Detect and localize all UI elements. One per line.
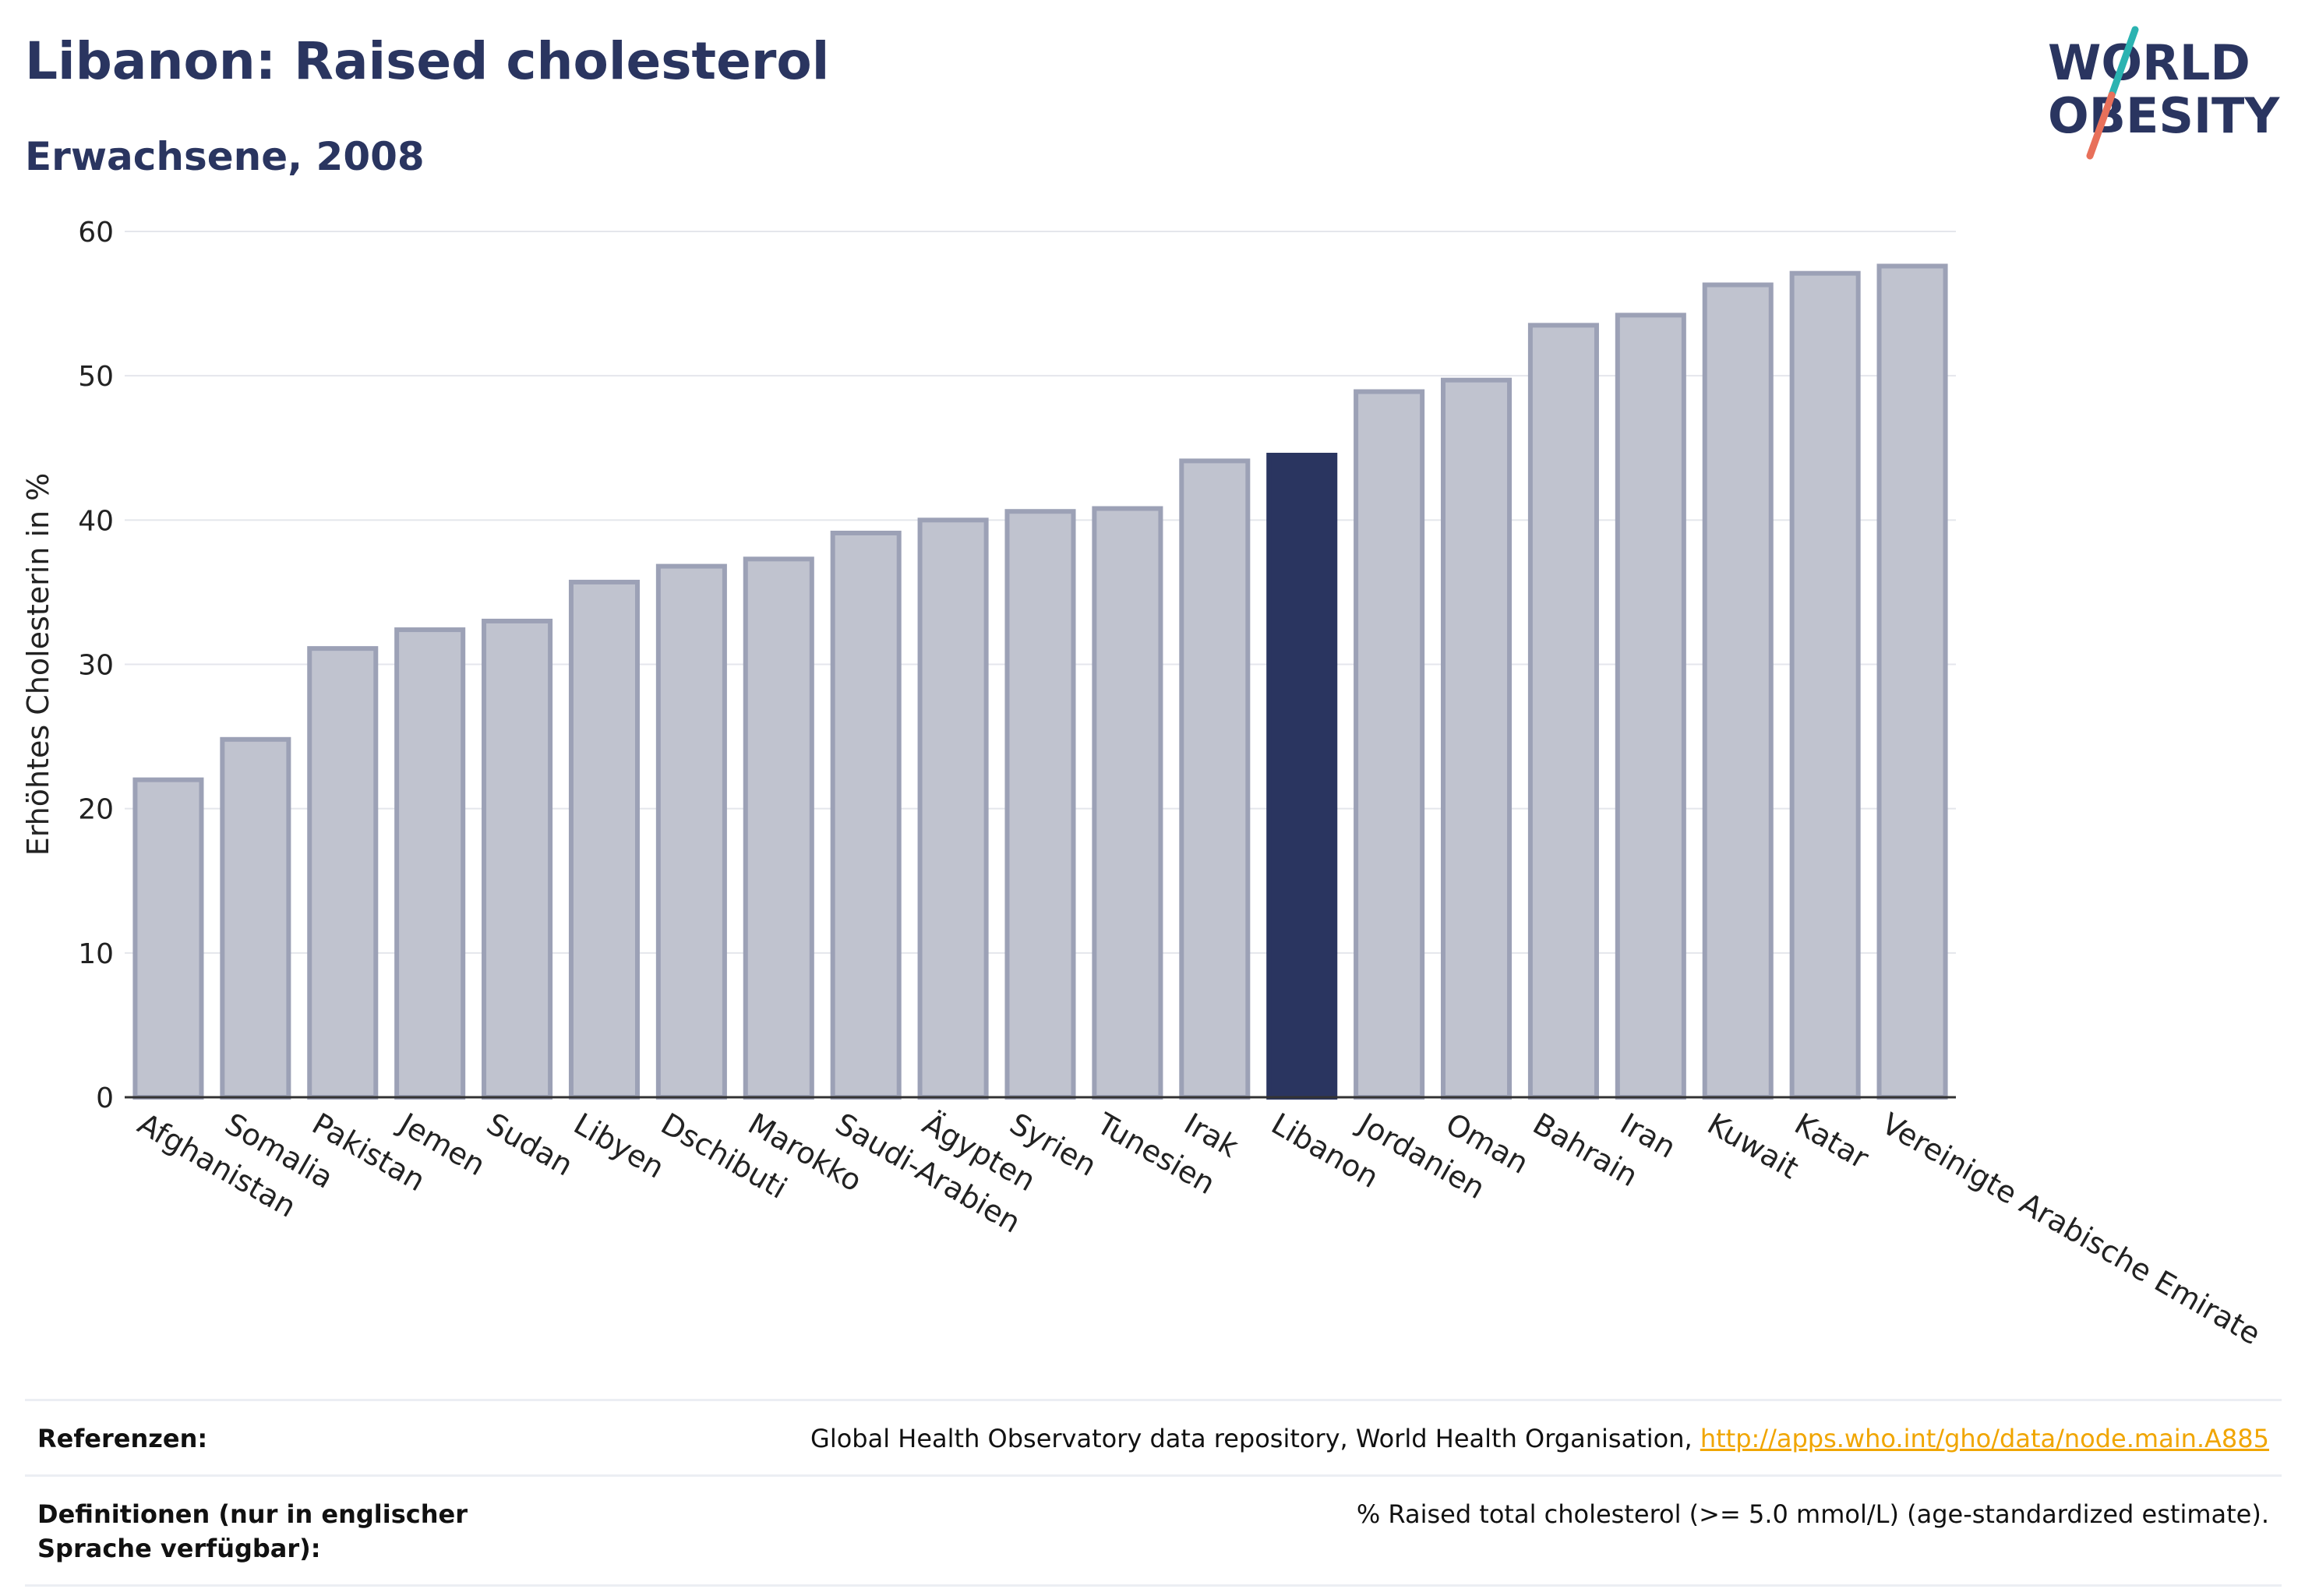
bar [1441, 377, 1513, 1100]
bars [132, 263, 1948, 1100]
references-value: Global Health Observatory data repositor… [583, 1421, 2269, 1456]
y-tick-label: 50 [78, 361, 114, 393]
bar [1789, 270, 1861, 1100]
references-text: Global Health Observatory data repositor… [810, 1424, 1700, 1453]
logo-word-world: WORLD [2048, 34, 2250, 91]
references-label: Referenzen: [37, 1424, 208, 1453]
bar [743, 556, 814, 1100]
bar [394, 627, 466, 1100]
bar [830, 530, 902, 1100]
footer: Referenzen: Global Health Observatory da… [25, 1399, 2282, 1587]
references-link[interactable]: http://apps.who.int/gho/data/node.main.A… [1700, 1424, 2269, 1453]
bar [568, 579, 641, 1100]
y-tick-label: 0 [96, 1082, 114, 1114]
definitions-label: Definitionen (nur in englischer Sprache … [37, 1499, 468, 1563]
x-tick-label: Sudan [481, 1107, 579, 1183]
logo-slash-coral [2086, 91, 2116, 160]
x-tick-label: Libyen [568, 1107, 670, 1185]
bar [1615, 312, 1686, 1100]
bar [1004, 509, 1076, 1100]
bar [1876, 263, 1948, 1100]
y-tick-label: 60 [78, 217, 114, 249]
bar [1702, 282, 1774, 1100]
bar [1179, 458, 1251, 1100]
bar [1092, 506, 1163, 1100]
bar [132, 777, 204, 1100]
logo-word-obesity: OBESITY [2048, 87, 2280, 144]
x-tick-label: Kuwait [1702, 1107, 1805, 1186]
references-row: Referenzen: Global Health Observatory da… [25, 1399, 2282, 1474]
y-axis-label: Erhöhtes Cholesterin in % [21, 473, 55, 856]
x-tick-label: Katar [1789, 1107, 1875, 1176]
logo-slash-teal [2108, 26, 2139, 99]
y-tick-label: 20 [78, 794, 114, 826]
y-tick-label: 30 [78, 650, 114, 682]
y-tick-labels: 0 10 20 30 40 50 60 [78, 217, 114, 1114]
chart-subtitle: Erwachsene, 2008 [25, 134, 425, 179]
bar [655, 563, 727, 1100]
bar-chart: 0 10 20 30 40 50 60 AfghanistanSomaliaPakistan… [21, 217, 2266, 1352]
bar-highlight [1266, 453, 1338, 1100]
definitions-value: % Raised total cholesterol (>= 5.0 mmol/… [1356, 1499, 2269, 1529]
x-tick-label: Vereinigte Arabische Emirate [1876, 1107, 2267, 1352]
bar [917, 517, 989, 1100]
definitions-row: Definitionen (nur in englischer Sprache … [25, 1474, 2282, 1587]
bar [482, 618, 553, 1100]
y-tick-label: 10 [78, 938, 114, 970]
bar [1354, 389, 1425, 1100]
world-obesity-logo: WORLD OBESITY [2048, 26, 2280, 160]
bar [1527, 323, 1599, 1100]
x-tick-labels: AfghanistanSomaliaPakistanJemenSudanLiby… [132, 1106, 2266, 1352]
bar [307, 646, 379, 1100]
y-tick-label: 40 [78, 505, 114, 537]
chart-title: Libanon: Raised cholesterol [25, 31, 830, 91]
bar [220, 736, 291, 1100]
